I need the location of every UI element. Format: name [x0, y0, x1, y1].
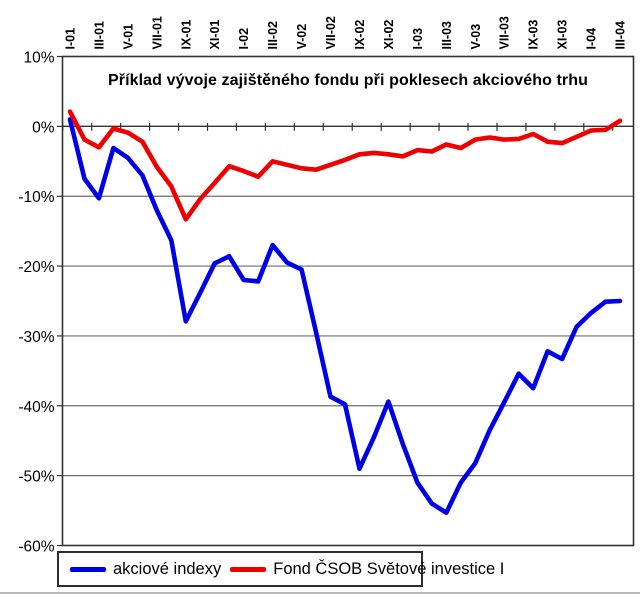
- chart-bottom-border: [0, 592, 640, 594]
- x-axis-label: I-01: [64, 28, 78, 50]
- y-axis-label: -30%: [18, 329, 54, 346]
- x-axis-label: IX-01: [179, 20, 193, 50]
- x-axis: I-01 III-01 V-01 VII-01 IX-01 XI-01 I-02 III-02…: [62, 16, 628, 131]
- x-axis-label: XI-02: [382, 20, 396, 50]
- x-axis-label: III-04: [614, 21, 628, 50]
- legend-label-akciove-indexy: akciové indexy: [113, 559, 222, 578]
- x-axis-label: XI-03: [556, 20, 570, 50]
- x-axis-label: V-02: [295, 24, 309, 50]
- x-axis-label: V-01: [121, 24, 135, 50]
- series-line-akciove-indexy: [67, 117, 623, 516]
- legend-label-fond-csob: Fond ČSOB Světové investice I: [273, 559, 505, 578]
- y-axis-label: -20%: [18, 259, 54, 276]
- series-line-fond-csob: [67, 109, 623, 222]
- x-axis-label: IX-03: [527, 20, 541, 50]
- y-axis-label: -40%: [18, 399, 54, 416]
- x-axis-label: XI-01: [208, 20, 222, 50]
- x-axis-label: I-02: [237, 28, 251, 50]
- x-axis-label: I-03: [411, 28, 425, 50]
- x-axis-label: III-03: [440, 21, 454, 50]
- y-axis-label: 10%: [23, 50, 54, 67]
- x-axis-label: IX-02: [353, 20, 367, 50]
- y-axis-label: -10%: [18, 189, 54, 206]
- gridlines: [62, 125, 634, 477]
- legend-box: akciové indexy Fond ČSOB Světové investi…: [57, 551, 504, 587]
- x-axis-label: III-02: [266, 21, 280, 50]
- y-axis-label: -60%: [18, 539, 54, 556]
- chart-title: Příklad vývoje zajištěného fondu při pok…: [107, 72, 588, 89]
- y-axis-label: -50%: [18, 469, 54, 486]
- x-axis-label: III-01: [92, 21, 106, 50]
- legend-row: akciové indexy Fond ČSOB Světové investi…: [70, 553, 513, 585]
- y-axis-label: 0%: [32, 119, 55, 136]
- x-axis-label: VII-03: [498, 16, 512, 49]
- x-axis-label: VII-02: [324, 16, 338, 49]
- plot-frame: [61, 55, 635, 547]
- x-axis-label: V-03: [469, 24, 483, 50]
- legend-swatch-akciove-indexy: [70, 566, 106, 572]
- y-axis: 10% 0% -10% -20% -30% -40% -50% -60%: [18, 50, 63, 556]
- x-axis-label: VII-01: [150, 16, 164, 49]
- legend-swatch-fond-csob: [230, 566, 267, 572]
- x-axis-label: I-04: [585, 28, 599, 50]
